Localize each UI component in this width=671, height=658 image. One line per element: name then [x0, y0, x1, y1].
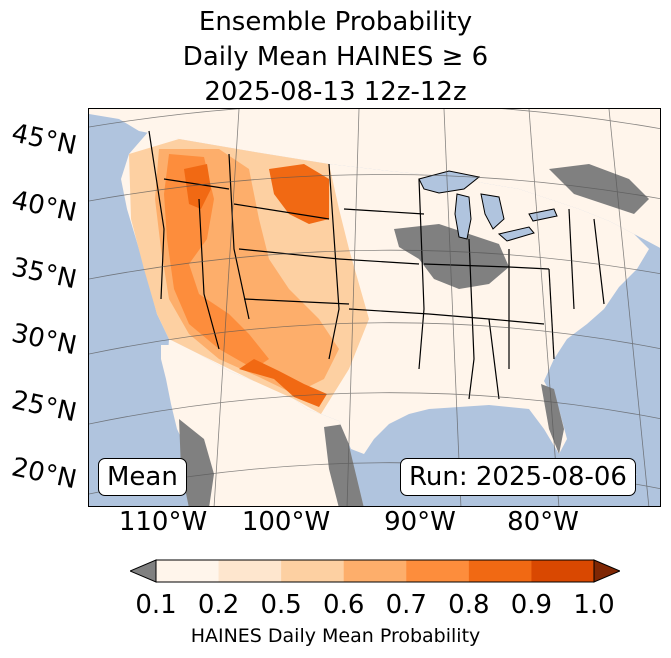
lon-label-100w: 100°W	[241, 507, 331, 537]
colorbar-tick-label: 0.1	[135, 590, 177, 620]
mean-label-box: Mean	[98, 458, 187, 496]
west-shade-strong	[164, 154, 269, 369]
title-line-2: Daily Mean HAINES ≥ 6	[182, 42, 489, 72]
colorbar-tick-label: 0.7	[385, 590, 427, 620]
colorbar-tick-label: 0.5	[260, 590, 302, 620]
mexico-land	[167, 339, 364, 506]
colorbar-segment	[281, 560, 345, 582]
colorbar-tick-label: 0.8	[448, 590, 490, 620]
colorbar-tick-label: 0.9	[510, 590, 553, 620]
colorbar-tick-label: 0.6	[323, 590, 365, 620]
lon-label-110w: 110°W	[118, 507, 208, 537]
colorbar-under-triangle	[130, 559, 157, 583]
lat-label-45n: 45°N	[8, 118, 80, 162]
run-date-box: Run: 2025-08-06	[400, 458, 636, 496]
colorbar-segment	[218, 560, 282, 582]
missing-ohio-valley	[394, 224, 509, 289]
missing-mexico-west	[179, 419, 214, 506]
nw-strong	[184, 164, 211, 209]
colorbar-segments	[156, 560, 595, 582]
colorbar-segment	[468, 560, 532, 582]
colorbar-label: HAINES Daily Mean Probability	[190, 625, 481, 647]
colorbar-segment	[343, 560, 407, 582]
title-line-3: 2025-08-13 12z-12z	[204, 77, 467, 107]
missing-mexico-east	[324, 424, 364, 506]
title-line-1: Ensemble Probability	[198, 7, 473, 37]
probability-map	[88, 108, 661, 507]
lake-huron	[480, 193, 505, 230]
colorbar-segment	[156, 560, 220, 582]
state-boundaries	[148, 130, 605, 400]
colorbar-over-triangle	[593, 559, 620, 583]
lat-label-40n: 40°N	[8, 185, 80, 229]
lake-michigan	[454, 193, 472, 240]
canada-land	[89, 109, 660, 248]
colorbar-segment	[406, 560, 470, 582]
colorbar-tick-label: 0.2	[197, 590, 240, 620]
lat-label-20n: 20°N	[8, 452, 80, 496]
colorbar-segment	[531, 560, 595, 582]
lat-label-35n: 35°N	[8, 252, 80, 296]
lake-ontario	[528, 208, 558, 222]
lat-label-25n: 25°N	[8, 385, 80, 429]
colorbar-tick-label: 1.0	[573, 590, 615, 620]
lat-label-30n: 30°N	[8, 318, 80, 362]
lake-erie	[497, 226, 535, 242]
baja-land	[161, 345, 187, 444]
lon-label-90w: 90°W	[384, 507, 456, 537]
northern-rockies-strong	[269, 164, 329, 224]
colorbar	[130, 559, 620, 583]
colorbar-ticks: 0.1 0.2 0.5 0.6 0.7 0.8 0.9 1.0	[0, 590, 671, 620]
lon-label-80w: 80°W	[507, 507, 579, 537]
colorbar-outline	[155, 559, 595, 583]
